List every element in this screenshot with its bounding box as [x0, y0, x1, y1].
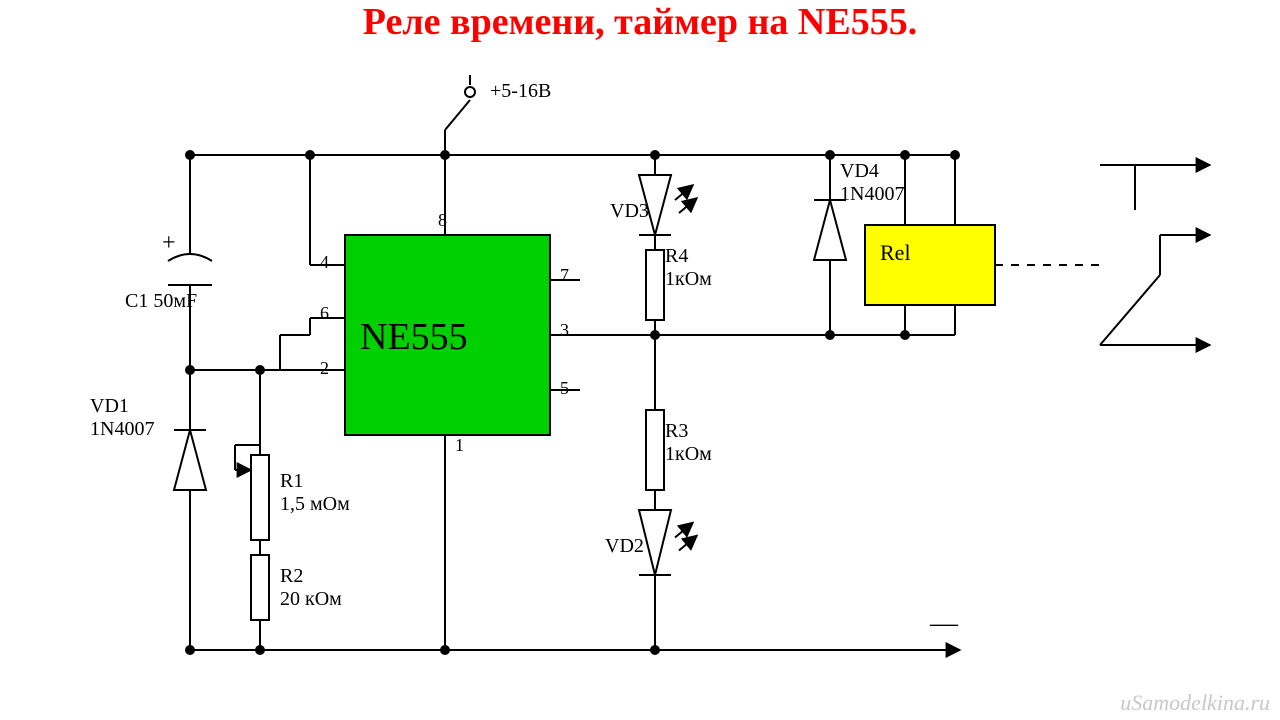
pin-6: 6	[320, 303, 329, 324]
pin-7: 7	[560, 265, 569, 286]
pin-4: 4	[320, 252, 329, 273]
pin-3: 3	[560, 320, 569, 341]
label-c1-plus: +	[162, 230, 176, 258]
label-vd4: VD4 1N4007	[840, 160, 904, 206]
label-vd2: VD2	[605, 535, 644, 558]
label-minus: —	[930, 608, 958, 640]
label-r2: R2 20 кОм	[280, 565, 342, 611]
pin-8: 8	[438, 210, 447, 231]
schematic-diagram	[0, 0, 1280, 720]
label-r1: R1 1,5 мОм	[280, 470, 350, 516]
watermark: uSamodelkina.ru	[1120, 690, 1270, 716]
relay-label: Rel	[880, 240, 911, 265]
chip-ne555-label: NE555	[360, 315, 468, 359]
page-title: Реле времени, таймер на NE555.	[0, 0, 1280, 44]
label-r3: R3 1кОм	[665, 420, 712, 466]
label-vd1: VD1 1N4007	[90, 395, 154, 441]
pin-2: 2	[320, 358, 329, 379]
pin-1: 1	[455, 435, 464, 456]
label-vd3: VD3	[610, 200, 649, 223]
label-c1: C1 50мF	[125, 290, 197, 313]
label-supply: +5-16В	[490, 80, 551, 103]
pin-5: 5	[560, 378, 569, 399]
label-r4: R4 1кОм	[665, 245, 712, 291]
